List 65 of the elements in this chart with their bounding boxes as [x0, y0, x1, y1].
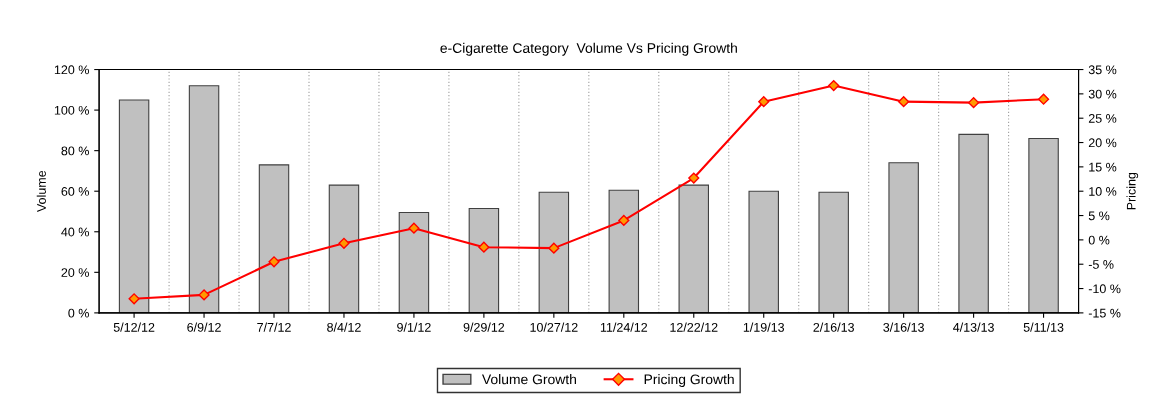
y2-tick-label: 25 % [1088, 114, 1117, 123]
point [618, 214, 630, 227]
y2-tick-label: 0 % [1088, 235, 1110, 245]
bar [328, 184, 360, 313]
chart-title: e-Cigarette Category Volume Vs Pricing Growth [440, 42, 737, 56]
x-tick-label: 6/9/12 [187, 322, 221, 332]
point [478, 241, 490, 253]
y2-tick-label: 30 % [1088, 89, 1117, 99]
legend-label: Pricing Growth [644, 374, 734, 387]
point [1037, 93, 1050, 105]
x-tick-label: 3/16/13 [883, 322, 924, 332]
x-tick-label: 8/4/12 [327, 322, 361, 332]
legend-label: Volume Growth [481, 374, 576, 385]
y-tick-label: 100 % [54, 105, 89, 115]
y2-tick-label: 15 % [1089, 162, 1117, 172]
y-tick-label: 120 % [54, 65, 89, 75]
point [338, 237, 350, 249]
point [828, 79, 840, 92]
point [408, 222, 420, 234]
bar [258, 164, 290, 313]
x-tick-label: 1/19/13 [743, 322, 785, 332]
x-tick-label: 10/27/12 [530, 322, 578, 332]
x-tick-label: 2/16/13 [813, 322, 854, 332]
y2-tick-label: 10 % [1089, 187, 1117, 196]
bar [678, 184, 710, 313]
bar [1028, 137, 1059, 313]
point [128, 293, 140, 305]
point [268, 256, 280, 268]
y2-tick-label: -10 % [1088, 284, 1121, 294]
bar [888, 162, 919, 313]
bar [118, 99, 150, 313]
y2-axis-title: Pricing [1126, 172, 1139, 210]
bar [748, 190, 779, 313]
bar [468, 207, 500, 313]
y2-tick-label: 20 % [1088, 138, 1117, 148]
y-tick-label: 80 % [61, 146, 89, 156]
point [688, 172, 700, 184]
bar [398, 211, 430, 313]
point [198, 289, 210, 301]
x-tick-label: 4/13/13 [953, 322, 994, 332]
x-tick-label: 5/12/12 [113, 322, 155, 332]
x-tick-label: 11/24/12 [600, 322, 648, 332]
bar [958, 133, 989, 313]
y-tick-label: 20 % [61, 268, 89, 277]
y-axis-title: Volume [36, 170, 46, 212]
bar [818, 191, 849, 313]
y-tick-label: 40 % [61, 227, 89, 237]
y2-tick-label: -15 % [1088, 308, 1121, 318]
y2-tick-label: -5 % [1088, 260, 1114, 269]
bar [608, 189, 640, 313]
x-tick-label: 9/1/12 [397, 322, 431, 332]
y-tick-label: 0 % [68, 308, 89, 318]
x-tick-label: 9/29/12 [463, 322, 505, 332]
y2-tick-label: 35 % [1088, 65, 1117, 75]
x-tick-label: 5/11/13 [1023, 322, 1064, 332]
point [968, 97, 980, 109]
point [898, 96, 910, 108]
y-tick-label: 60 % [61, 187, 89, 196]
point [758, 96, 770, 108]
y2-tick-label: 5 % [1088, 211, 1110, 221]
x-tick-label: 7/7/12 [257, 322, 291, 332]
bar [188, 85, 220, 313]
point [548, 242, 560, 254]
bar [538, 191, 570, 313]
x-tick-label: 12/22/12 [670, 322, 718, 332]
